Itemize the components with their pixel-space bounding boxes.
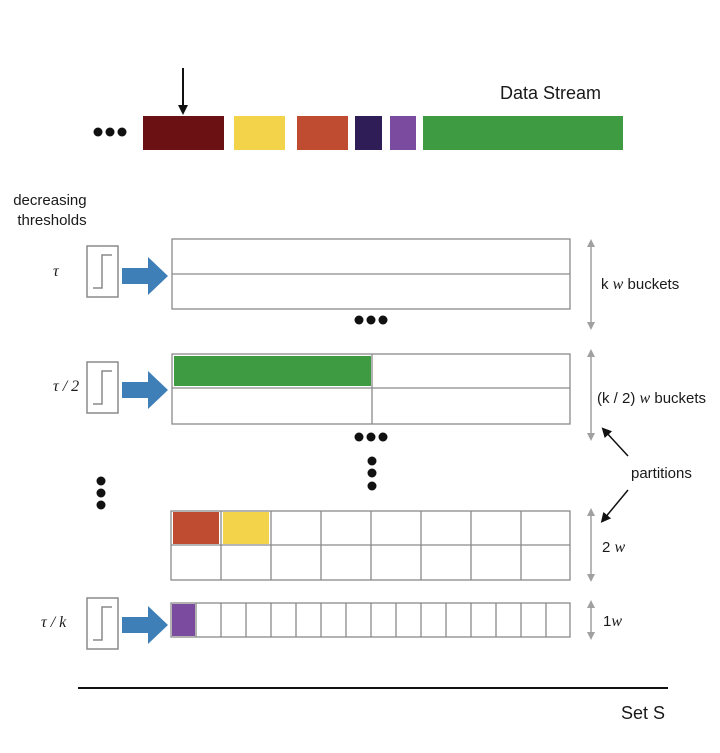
bucket-filled-purple xyxy=(172,604,195,636)
blue-arrow xyxy=(122,606,168,644)
stream-item-maroon xyxy=(143,116,224,150)
stream-item-yellow xyxy=(234,116,285,150)
size-label: 2 w xyxy=(602,539,626,556)
bucket-grid xyxy=(170,510,571,581)
bucket-grid xyxy=(171,238,571,310)
bucket-grid xyxy=(171,353,571,425)
size-label: 1w xyxy=(603,613,622,630)
stream-ellipsis xyxy=(93,127,127,137)
size-label: (k / 2) w buckets xyxy=(597,390,706,407)
bucket-filled-yellow xyxy=(223,512,269,544)
level-tau: τ k w buckets xyxy=(53,238,679,330)
blue-arrow xyxy=(122,371,168,409)
stream-item-green xyxy=(423,116,623,150)
level-ellipsis xyxy=(354,315,388,325)
threshold-ellipsis xyxy=(96,476,106,510)
level-two-w: 2 w xyxy=(170,508,626,582)
tau-label: τ / 2 xyxy=(53,378,79,395)
blue-arrow xyxy=(122,257,168,295)
partitions-arrow-down xyxy=(600,489,629,523)
level-ellipsis xyxy=(354,432,388,491)
data-stream: Data Stream xyxy=(93,68,623,150)
stream-item-purple xyxy=(390,116,416,150)
stream-item-rust xyxy=(297,116,348,150)
tau-label: τ / k xyxy=(41,614,67,631)
thresholds-label: decreasing thresholds xyxy=(13,192,91,229)
step-function-icon xyxy=(86,597,119,650)
bucket-grid xyxy=(170,602,571,638)
partitions-label: partitions xyxy=(631,465,692,482)
level-tau-half: τ / 2 (k / 2) w buckets xyxy=(53,349,706,491)
stream-item-navy xyxy=(355,116,382,150)
step-function-icon xyxy=(86,245,119,298)
level-tau-k: τ / k 1w xyxy=(41,597,622,650)
bucket-filled-green xyxy=(174,356,371,386)
stream-title: Data Stream xyxy=(500,83,601,103)
size-label: k w buckets xyxy=(601,276,679,293)
set-label: Set S xyxy=(621,703,665,723)
bucket-filled-rust xyxy=(173,512,219,544)
step-function-icon xyxy=(86,361,119,414)
partitions-arrow-up xyxy=(601,427,629,457)
partitions-annotation: partitions xyxy=(600,427,692,523)
tau-label: τ xyxy=(53,263,60,280)
